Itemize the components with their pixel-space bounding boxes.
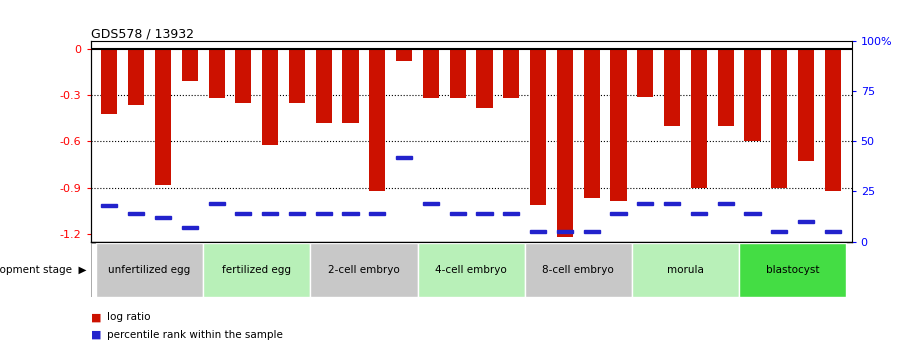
Bar — [262, 212, 278, 215]
Bar — [203, 243, 311, 297]
Bar — [718, 202, 734, 205]
Bar — [155, 49, 171, 185]
Text: blastocyst: blastocyst — [766, 265, 819, 275]
Bar — [631, 243, 739, 297]
Bar — [583, 49, 600, 198]
Bar — [236, 212, 251, 215]
Bar — [739, 243, 846, 297]
Text: GDS578 / 13932: GDS578 / 13932 — [91, 27, 194, 40]
Bar — [691, 212, 707, 215]
Bar — [798, 49, 814, 161]
Bar — [557, 230, 573, 233]
Bar — [525, 243, 631, 297]
Bar — [182, 226, 198, 229]
Bar — [637, 49, 653, 97]
Bar — [423, 202, 439, 205]
Bar — [182, 49, 198, 81]
Bar — [342, 49, 359, 123]
Bar — [311, 243, 418, 297]
Text: 8-cell embryo: 8-cell embryo — [543, 265, 614, 275]
Bar — [418, 243, 525, 297]
Bar — [771, 49, 787, 188]
Text: ■: ■ — [91, 330, 101, 339]
Bar — [745, 49, 760, 141]
Bar — [611, 49, 627, 201]
Bar — [396, 49, 412, 61]
Bar — [718, 49, 734, 126]
Bar — [315, 49, 332, 123]
Bar — [477, 49, 493, 108]
Bar — [503, 212, 519, 215]
Bar — [824, 49, 841, 191]
Text: 2-cell embryo: 2-cell embryo — [328, 265, 400, 275]
Text: percentile rank within the sample: percentile rank within the sample — [107, 330, 283, 339]
Text: 4-cell embryo: 4-cell embryo — [435, 265, 507, 275]
Bar — [583, 230, 600, 233]
Bar — [423, 49, 439, 98]
Bar — [449, 49, 466, 98]
Bar — [101, 204, 118, 207]
Text: log ratio: log ratio — [107, 313, 150, 322]
Bar — [664, 202, 680, 205]
Bar — [289, 49, 305, 103]
Bar — [128, 212, 144, 215]
Bar — [449, 212, 466, 215]
Text: ■: ■ — [91, 313, 101, 322]
Bar — [530, 230, 546, 233]
Bar — [155, 216, 171, 219]
Bar — [745, 212, 760, 215]
Bar — [664, 49, 680, 126]
Bar — [503, 49, 519, 98]
Bar — [342, 212, 359, 215]
Bar — [691, 49, 707, 188]
Bar — [236, 49, 251, 103]
Text: morula: morula — [667, 265, 704, 275]
Bar — [370, 212, 385, 215]
Bar — [208, 202, 225, 205]
Bar — [611, 212, 627, 215]
Bar — [96, 243, 203, 297]
Bar — [798, 220, 814, 223]
Bar — [477, 212, 493, 215]
Bar — [557, 49, 573, 237]
Text: unfertilized egg: unfertilized egg — [109, 265, 190, 275]
Bar — [289, 212, 305, 215]
Bar — [128, 49, 144, 105]
Bar — [530, 49, 546, 205]
Bar — [262, 49, 278, 145]
Bar — [824, 230, 841, 233]
Bar — [370, 49, 385, 191]
Bar — [315, 212, 332, 215]
Bar — [208, 49, 225, 98]
Bar — [637, 202, 653, 205]
Bar — [101, 49, 118, 114]
Text: development stage  ▶: development stage ▶ — [0, 265, 86, 275]
Text: fertilized egg: fertilized egg — [222, 265, 291, 275]
Bar — [771, 230, 787, 233]
Bar — [396, 156, 412, 159]
